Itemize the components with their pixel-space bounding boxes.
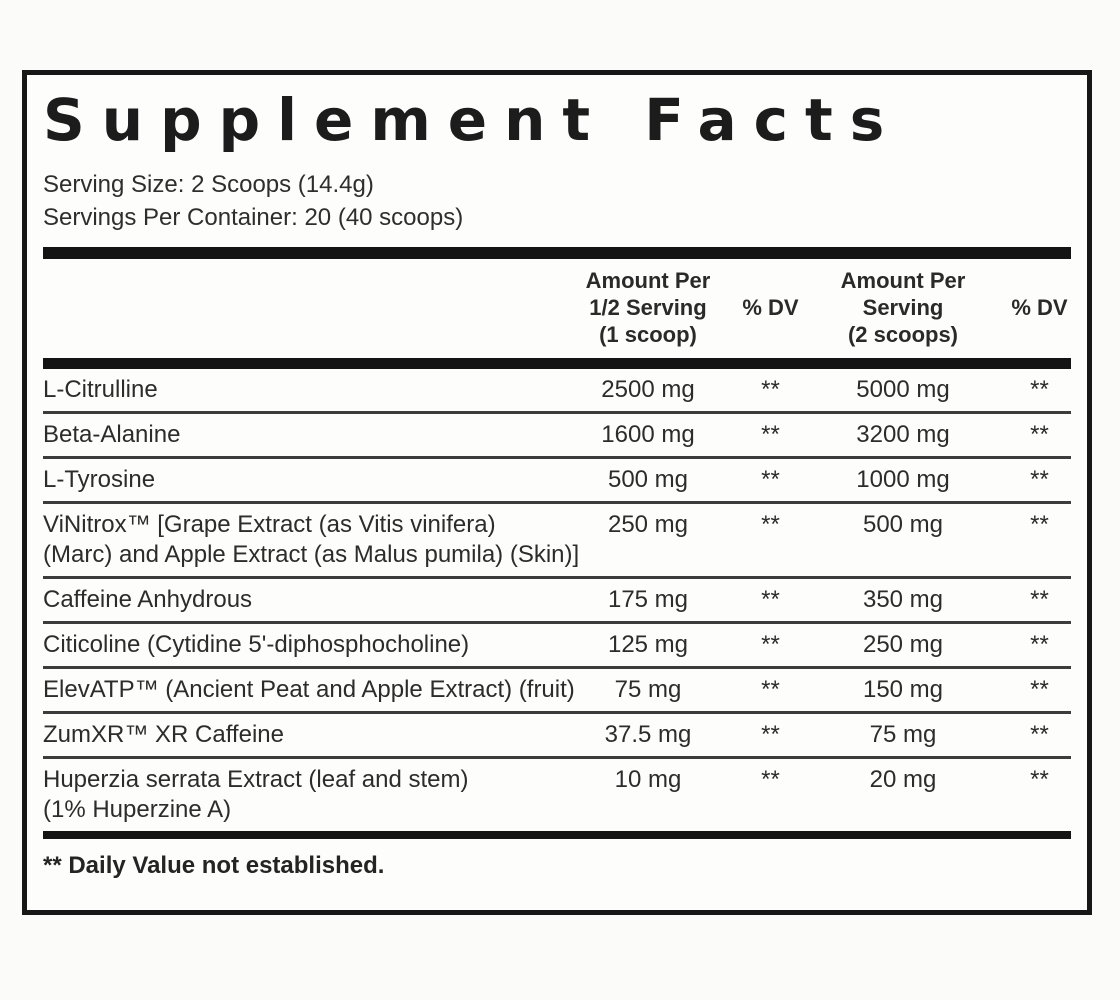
dv-full: **	[1030, 466, 1049, 493]
serving-size: Serving Size: 2 Scoops (14.4g)	[43, 171, 374, 198]
dv-full: **	[1030, 766, 1049, 793]
amount-full: 250 mg	[862, 631, 944, 658]
dv-full: **	[1030, 586, 1049, 613]
dv-half: **	[761, 376, 780, 403]
table-row: Caffeine Anhydrous 175 mg ** 350 mg **	[43, 579, 1071, 624]
ingredient-name: ViNitrox™ [Grape Extract (as Vitis vinif…	[43, 511, 496, 538]
dv-full: **	[1030, 721, 1049, 748]
servings-per-container: Servings Per Container: 20 (40 scoops)	[43, 204, 464, 231]
table-row: Huperzia serrata Extract (leaf and stem)…	[43, 759, 1071, 831]
amount-half: 37.5 mg	[604, 721, 692, 748]
amount-full: 1000 mg	[856, 466, 950, 493]
panel-title: Supplement Facts	[43, 86, 902, 154]
header-dv-full: % DV	[1011, 295, 1068, 320]
dv-half: **	[761, 766, 780, 793]
header-dv-half: % DV	[742, 295, 799, 320]
dv-half: **	[761, 466, 780, 493]
table-row: ZumXR™ XR Caffeine 37.5 mg ** 75 mg **	[43, 714, 1071, 759]
table-row: Citicoline (Cytidine 5'-diphosphocholine…	[43, 624, 1071, 669]
dv-full: **	[1030, 631, 1049, 658]
ingredient-name-line2: (Marc) and Apple Extract (as Malus pumil…	[43, 541, 580, 568]
header-spacer	[43, 267, 563, 348]
amount-full: 350 mg	[862, 586, 944, 613]
divider-thick-top	[43, 247, 1071, 259]
amount-full: 75 mg	[869, 721, 937, 748]
amount-full: 150 mg	[862, 676, 944, 703]
header-amount-full-serving: Amount Per Serving (2 scoops)	[840, 268, 966, 347]
header-amount-half-serving: Amount Per 1/2 Serving (1 scoop)	[585, 268, 711, 347]
dv-full: **	[1030, 376, 1049, 403]
ingredient-name: Caffeine Anhydrous	[43, 586, 253, 613]
daily-value-footnote: ** Daily Value not established.	[43, 852, 385, 879]
amount-half: 175 mg	[607, 586, 689, 613]
dv-half: **	[761, 676, 780, 703]
supplement-facts-panel: Supplement Facts Serving Size: 2 Scoops …	[22, 70, 1092, 915]
dv-full: **	[1030, 421, 1049, 448]
ingredient-name: Beta-Alanine	[43, 421, 181, 448]
dv-half: **	[761, 586, 780, 613]
table-row: L-Tyrosine 500 mg ** 1000 mg **	[43, 459, 1071, 504]
table-row: ViNitrox™ [Grape Extract (as Vitis vinif…	[43, 504, 1071, 579]
amount-full: 3200 mg	[856, 421, 950, 448]
amount-full: 5000 mg	[856, 376, 950, 403]
table-row: Beta-Alanine 1600 mg ** 3200 mg **	[43, 414, 1071, 459]
dv-half: **	[761, 631, 780, 658]
ingredient-name: L-Tyrosine	[43, 466, 156, 493]
dv-half: **	[761, 721, 780, 748]
ingredient-name: L-Citrulline	[43, 376, 158, 403]
amount-half: 500 mg	[607, 466, 689, 493]
divider-thick-header	[43, 358, 1071, 369]
amount-half: 250 mg	[607, 511, 689, 538]
table-row: L-Citrulline 2500 mg ** 5000 mg **	[43, 369, 1071, 414]
table-header-row: Amount Per 1/2 Serving (1 scoop) % DV Am…	[43, 259, 1071, 358]
ingredient-name: Huperzia serrata Extract (leaf and stem)	[43, 766, 469, 793]
ingredient-name-line2: (1% Huperzine A)	[43, 796, 232, 823]
amount-half: 125 mg	[607, 631, 689, 658]
dv-full: **	[1030, 511, 1049, 538]
ingredient-name: ZumXR™ XR Caffeine	[43, 721, 284, 748]
ingredient-name: ElevATP™ (Ancient Peat and Apple Extract…	[43, 676, 575, 703]
amount-full: 500 mg	[862, 511, 944, 538]
amount-half: 75 mg	[614, 676, 682, 703]
amount-half: 10 mg	[614, 766, 682, 793]
amount-half: 1600 mg	[601, 421, 695, 448]
amount-full: 20 mg	[869, 766, 937, 793]
table-row: ElevATP™ (Ancient Peat and Apple Extract…	[43, 669, 1071, 714]
ingredient-name: Citicoline (Cytidine 5'-diphosphocholine…	[43, 631, 470, 658]
dv-half: **	[761, 511, 780, 538]
amount-half: 2500 mg	[601, 376, 695, 403]
serving-info: Serving Size: 2 Scoops (14.4g) Servings …	[43, 168, 1071, 234]
dv-half: **	[761, 421, 780, 448]
dv-full: **	[1030, 676, 1049, 703]
divider-thick-bottom	[43, 831, 1071, 839]
